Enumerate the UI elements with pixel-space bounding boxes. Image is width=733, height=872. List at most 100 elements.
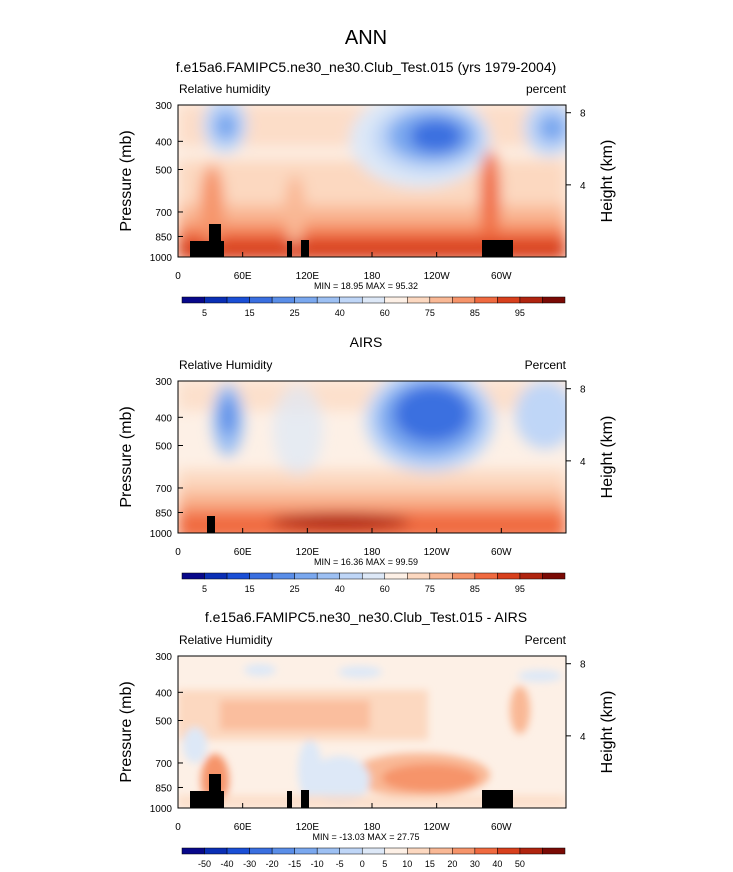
colorbar-swatch <box>181 847 205 855</box>
colorbar-swatch <box>226 572 250 580</box>
x-tick-label: 60E <box>234 271 252 282</box>
x-tick-label: 0 <box>175 271 181 282</box>
colorbar-label: 95 <box>515 308 525 318</box>
x-tick-label: 60W <box>491 822 512 833</box>
colorbar-swatch <box>542 572 566 580</box>
colorbar-swatch <box>316 572 340 580</box>
x-tick-label: 60E <box>234 822 252 833</box>
y-tick-label: 850 <box>155 783 172 794</box>
x-tick-label: 120E <box>296 547 320 558</box>
y-tick-label: 500 <box>155 441 172 452</box>
x-tick-label: 180 <box>364 271 381 282</box>
colorbar-swatch <box>249 296 273 304</box>
colorbar-swatch <box>519 847 543 855</box>
y-axis-label: Pressure (mb) <box>118 406 135 507</box>
colorbar-label: -20 <box>266 859 279 869</box>
colorbar-label: 5 <box>382 859 387 869</box>
colorbar-swatch <box>361 296 386 304</box>
y-tick-label: 1000 <box>150 253 173 264</box>
colorbar-swatch <box>249 572 273 580</box>
colorbar-swatch <box>452 296 476 304</box>
y2-tick-label: 4 <box>580 732 586 743</box>
colorbar-swatch <box>316 847 340 855</box>
colorbar-swatch <box>429 572 453 580</box>
y2-tick-label: 4 <box>580 181 586 192</box>
land-mask <box>190 224 513 257</box>
y-axis-label: Pressure (mb) <box>118 681 135 782</box>
colorbar-swatch <box>497 847 521 855</box>
y-tick-label: 700 <box>155 759 172 770</box>
colorbar-swatch <box>339 572 363 580</box>
stats-text: MIN = -13.03 MAX = 27.75 <box>312 832 419 842</box>
colorbar-swatch <box>429 296 453 304</box>
colorbar-label: 20 <box>447 859 457 869</box>
colorbar-label: 15 <box>425 859 435 869</box>
colorbar-swatch <box>384 296 408 304</box>
land-mask <box>190 774 513 808</box>
colorbar-swatch <box>407 847 431 855</box>
panel-title: AIRS <box>350 334 383 350</box>
colorbar-swatch <box>474 847 498 855</box>
colorbar-label: 0 <box>360 859 365 869</box>
colorbar-swatch <box>474 296 498 304</box>
colorbar-swatch <box>204 847 228 855</box>
colorbar-swatch <box>181 296 205 304</box>
colorbar-label: 5 <box>202 308 207 318</box>
y2-tick-label: 8 <box>580 660 586 671</box>
colorbar-swatch <box>542 847 566 855</box>
stats-text: MIN = 18.95 MAX = 95.32 <box>314 281 418 291</box>
y-tick-label: 400 <box>155 688 172 699</box>
contour-field <box>178 381 566 533</box>
y2-tick-label: 8 <box>580 385 586 396</box>
x-tick-label: 60W <box>491 547 512 558</box>
right-label: Percent <box>525 633 567 647</box>
colorbar-swatch <box>249 847 273 855</box>
contour-field <box>178 656 566 808</box>
panel-model: f.e15a6.FAMIPC5.ne30_ne30.Club_Test.015 … <box>118 59 616 318</box>
y-tick-label: 400 <box>155 137 172 148</box>
x-tick-label: 120E <box>296 271 320 282</box>
y-tick-label: 300 <box>155 652 172 663</box>
colorbar-swatch <box>474 572 498 580</box>
colorbar-label: -5 <box>336 859 344 869</box>
colorbar-label: -30 <box>243 859 256 869</box>
panel-obs: AIRS Relative Humidity Percent <box>118 334 616 594</box>
y-tick-label: 1000 <box>150 529 173 540</box>
y-tick-label: 500 <box>155 716 172 727</box>
colorbar-swatch <box>429 847 453 855</box>
colorbar-swatch <box>226 847 250 855</box>
x-tick-label: 120W <box>424 271 451 282</box>
y2-tick-label: 8 <box>580 109 586 120</box>
colorbar-label: 25 <box>290 308 300 318</box>
y-axis-label: Pressure (mb) <box>118 130 135 231</box>
colorbar-swatch <box>271 296 295 304</box>
left-label: Relative Humidity <box>179 633 272 647</box>
y-tick-label: 700 <box>155 484 172 495</box>
left-label: Relative humidity <box>179 82 270 96</box>
colorbar-label: 50 <box>515 859 525 869</box>
left-label: Relative Humidity <box>179 358 272 372</box>
x-tick-label: 60W <box>491 271 512 282</box>
colorbar-swatch <box>361 572 386 580</box>
x-tick-label: 120E <box>296 822 320 833</box>
y-tick-label: 400 <box>155 413 172 424</box>
figure-title: ANN <box>345 27 387 49</box>
colorbar-label: 5 <box>202 584 207 594</box>
x-tick-label: 0 <box>175 822 181 833</box>
y2-axis-label: Height (km) <box>599 140 616 223</box>
colorbar-label: 95 <box>515 584 525 594</box>
colorbar-swatch <box>407 572 431 580</box>
x-tick-label: 180 <box>364 822 381 833</box>
colorbar-swatch <box>542 296 566 304</box>
right-label: percent <box>526 82 567 96</box>
colorbar-label: 75 <box>425 584 435 594</box>
panel-title: f.e15a6.FAMIPC5.ne30_ne30.Club_Test.015 … <box>205 609 527 625</box>
colorbar-swatch <box>316 296 340 304</box>
x-tick-label: 120W <box>424 547 451 558</box>
y2-axis-label: Height (km) <box>599 416 616 499</box>
colorbar-swatch <box>181 572 205 580</box>
colorbar-swatch <box>452 847 476 855</box>
colorbar-label: 40 <box>335 308 345 318</box>
y-tick-label: 700 <box>155 208 172 219</box>
